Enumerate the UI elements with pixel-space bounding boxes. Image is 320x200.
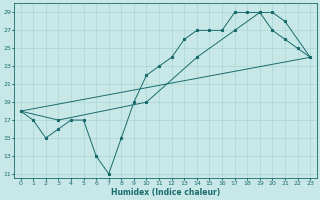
X-axis label: Humidex (Indice chaleur): Humidex (Indice chaleur) (111, 188, 220, 197)
